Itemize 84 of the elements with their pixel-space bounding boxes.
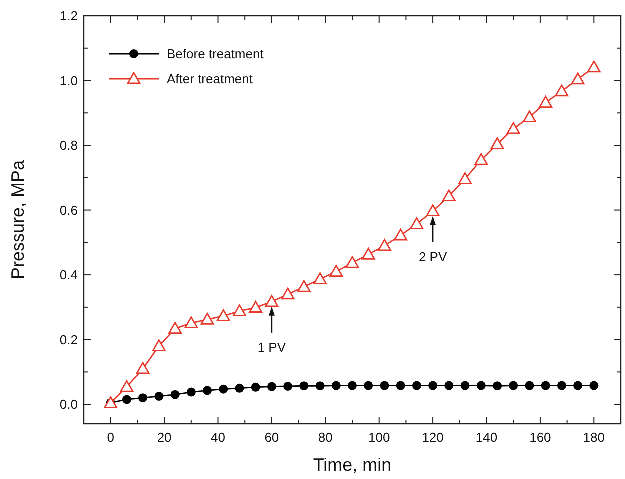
point — [428, 381, 438, 390]
point — [506, 122, 520, 134]
point — [170, 390, 180, 400]
point — [396, 381, 406, 390]
point — [120, 380, 134, 392]
point — [571, 72, 585, 85]
point — [523, 110, 536, 123]
y-tick-label: 0.0 — [60, 397, 78, 412]
point — [444, 381, 454, 390]
point — [410, 218, 424, 230]
point — [509, 381, 518, 390]
x-tick-label: 140 — [476, 430, 498, 445]
point — [314, 272, 327, 284]
legend-label: After treatment — [167, 72, 254, 86]
point — [284, 382, 293, 391]
y-tick-label: 1.2 — [60, 8, 78, 24]
point — [380, 381, 390, 390]
point — [122, 395, 132, 404]
point — [442, 190, 456, 202]
y-tick-label: 0.4 — [60, 268, 78, 283]
point — [219, 384, 228, 394]
point — [136, 362, 150, 374]
point — [525, 381, 534, 390]
point — [330, 265, 344, 278]
point — [249, 301, 263, 313]
point — [362, 248, 376, 260]
x-tick-label: 180 — [583, 430, 605, 445]
point — [154, 392, 164, 401]
point — [152, 340, 166, 352]
point — [394, 228, 408, 241]
point — [186, 388, 196, 397]
point — [138, 394, 148, 403]
x-tick-label: 0 — [107, 430, 114, 445]
point — [104, 396, 118, 408]
point — [460, 381, 470, 390]
point — [297, 280, 311, 292]
point — [364, 381, 374, 390]
x-tick-label: 160 — [530, 430, 552, 445]
point — [300, 382, 309, 391]
point — [474, 153, 488, 166]
point — [235, 384, 244, 393]
point — [168, 322, 182, 334]
point — [587, 60, 601, 73]
x-tick-label: 120 — [422, 430, 444, 445]
point — [557, 381, 566, 390]
x-tick-label: 40 — [211, 430, 226, 445]
y-tick-label: 0.6 — [60, 202, 78, 218]
point — [216, 309, 230, 322]
point — [590, 381, 599, 390]
point — [541, 381, 550, 390]
y-tick-label: 1.0 — [60, 73, 78, 88]
point — [346, 256, 360, 268]
legend-label: Before treatment — [167, 46, 264, 62]
point — [555, 84, 569, 97]
y-tick-label: 0.8 — [60, 138, 78, 154]
point — [426, 204, 440, 216]
point — [200, 313, 214, 325]
point — [233, 304, 246, 317]
annotation: 1 PV — [258, 340, 286, 355]
x-tick-label: 100 — [368, 430, 390, 445]
point — [281, 288, 295, 300]
point — [265, 295, 279, 308]
point — [267, 382, 276, 392]
x-tick-label: 60 — [264, 430, 280, 445]
point — [332, 381, 341, 390]
point — [251, 382, 260, 392]
point — [184, 316, 198, 328]
x-axis-title: Time, min — [313, 455, 392, 475]
annotation: 2 PV — [418, 249, 448, 264]
x-tick-label: 80 — [318, 430, 333, 445]
point — [476, 381, 486, 390]
point — [378, 239, 392, 252]
x-tick-label: 20 — [157, 430, 172, 445]
point — [574, 381, 583, 390]
y-axis-title: Pressure, MPa — [8, 159, 28, 280]
point — [348, 381, 357, 390]
point — [412, 381, 422, 390]
point — [490, 138, 504, 150]
point — [458, 172, 472, 184]
point — [203, 386, 212, 396]
y-tick-label: 0.2 — [60, 332, 78, 348]
point — [539, 96, 553, 108]
point — [316, 382, 325, 391]
point — [492, 382, 502, 391]
